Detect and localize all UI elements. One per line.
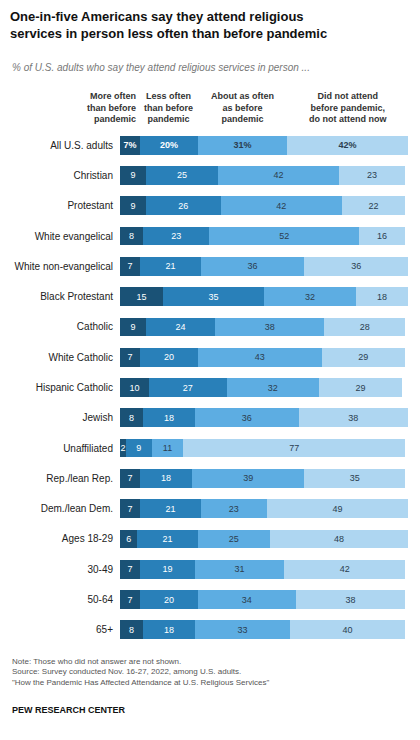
svg-text:27: 27 bbox=[183, 383, 193, 393]
svg-text:Rep./lean Rep.: Rep./lean Rep. bbox=[46, 473, 113, 484]
svg-text:9: 9 bbox=[130, 322, 135, 332]
svg-text:9: 9 bbox=[130, 170, 135, 180]
svg-text:23: 23 bbox=[367, 170, 377, 180]
svg-text:36: 36 bbox=[351, 261, 361, 271]
svg-text:20%: 20% bbox=[160, 140, 178, 150]
svg-text:11: 11 bbox=[163, 443, 172, 453]
svg-text:39: 39 bbox=[243, 473, 253, 483]
svg-text:Hispanic Catholic: Hispanic Catholic bbox=[36, 382, 113, 393]
svg-text:25: 25 bbox=[229, 534, 239, 544]
svg-text:Note: Those who did not answer: Note: Those who did not answer are not s… bbox=[12, 657, 269, 687]
svg-text:7: 7 bbox=[128, 564, 133, 574]
svg-text:42: 42 bbox=[276, 201, 286, 211]
svg-text:White non-evangelical: White non-evangelical bbox=[15, 261, 113, 272]
svg-text:Christian: Christian bbox=[74, 170, 113, 181]
svg-text:23: 23 bbox=[229, 504, 239, 514]
svg-text:7: 7 bbox=[128, 504, 133, 514]
svg-text:Ages 18-29: Ages 18-29 bbox=[62, 533, 114, 544]
svg-text:33: 33 bbox=[237, 625, 247, 635]
svg-text:42%: 42% bbox=[339, 140, 357, 150]
svg-text:26: 26 bbox=[178, 201, 188, 211]
svg-text:7: 7 bbox=[128, 595, 133, 605]
svg-text:% of U.S. adults who say they: % of U.S. adults who say they attend rel… bbox=[12, 62, 310, 73]
svg-text:6: 6 bbox=[126, 534, 131, 544]
svg-text:35: 35 bbox=[209, 292, 219, 302]
svg-text:Black Protestant: Black Protestant bbox=[40, 291, 113, 302]
svg-text:31: 31 bbox=[235, 564, 245, 574]
svg-text:36: 36 bbox=[242, 413, 252, 423]
svg-text:65+: 65+ bbox=[96, 624, 113, 635]
svg-text:All U.S. adults: All U.S. adults bbox=[50, 140, 113, 151]
svg-text:18: 18 bbox=[164, 625, 174, 635]
svg-text:7: 7 bbox=[128, 473, 133, 483]
svg-text:34: 34 bbox=[242, 595, 252, 605]
svg-text:32: 32 bbox=[268, 383, 278, 393]
svg-text:More oftenthan beforepandemic: More oftenthan beforepandemic bbox=[87, 91, 136, 124]
svg-text:48: 48 bbox=[334, 534, 344, 544]
svg-text:42: 42 bbox=[273, 170, 283, 180]
svg-text:Less oftenthan beforepandemic: Less oftenthan beforepandemic bbox=[144, 91, 193, 124]
svg-text:31%: 31% bbox=[233, 140, 251, 150]
svg-text:9: 9 bbox=[130, 201, 135, 211]
svg-text:Dem./lean Dem.: Dem./lean Dem. bbox=[41, 503, 113, 514]
svg-text:Jewish: Jewish bbox=[82, 412, 113, 423]
svg-text:Catholic: Catholic bbox=[77, 321, 113, 332]
svg-text:18: 18 bbox=[377, 292, 387, 302]
svg-text:38: 38 bbox=[345, 595, 355, 605]
svg-text:White evangelical: White evangelical bbox=[35, 231, 113, 242]
svg-text:50-64: 50-64 bbox=[87, 594, 113, 605]
svg-text:77: 77 bbox=[289, 443, 299, 453]
svg-text:35: 35 bbox=[350, 473, 360, 483]
svg-text:2: 2 bbox=[120, 443, 125, 453]
svg-text:29: 29 bbox=[355, 383, 365, 393]
svg-text:18: 18 bbox=[164, 413, 174, 423]
svg-text:22: 22 bbox=[368, 201, 378, 211]
svg-text:10: 10 bbox=[129, 383, 139, 393]
svg-text:40: 40 bbox=[343, 625, 353, 635]
svg-text:52: 52 bbox=[279, 231, 289, 241]
svg-text:38: 38 bbox=[348, 413, 358, 423]
svg-text:42: 42 bbox=[340, 564, 350, 574]
svg-text:30-49: 30-49 bbox=[87, 564, 113, 575]
svg-text:7%: 7% bbox=[124, 140, 137, 150]
svg-text:8: 8 bbox=[129, 231, 134, 241]
svg-text:Unaffiliated: Unaffiliated bbox=[63, 443, 113, 454]
svg-text:21: 21 bbox=[165, 504, 175, 514]
svg-text:49: 49 bbox=[332, 504, 342, 514]
svg-text:24: 24 bbox=[175, 322, 185, 332]
svg-text:18: 18 bbox=[161, 473, 171, 483]
svg-text:PEW RESEARCH CENTER: PEW RESEARCH CENTER bbox=[12, 705, 126, 715]
svg-text:20: 20 bbox=[164, 595, 174, 605]
svg-text:Protestant: Protestant bbox=[67, 200, 113, 211]
svg-text:8: 8 bbox=[129, 413, 134, 423]
svg-text:21: 21 bbox=[165, 261, 175, 271]
svg-text:9: 9 bbox=[136, 443, 141, 453]
svg-text:19: 19 bbox=[163, 564, 173, 574]
svg-text:16: 16 bbox=[377, 231, 387, 241]
svg-text:15: 15 bbox=[137, 292, 147, 302]
svg-text:7: 7 bbox=[128, 261, 133, 271]
svg-text:32: 32 bbox=[305, 292, 315, 302]
svg-text:White Catholic: White Catholic bbox=[49, 352, 113, 363]
svg-text:One-in-five Americans say they: One-in-five Americans say they attend re… bbox=[10, 9, 327, 41]
svg-text:28: 28 bbox=[360, 322, 370, 332]
svg-text:25: 25 bbox=[177, 170, 187, 180]
svg-text:38: 38 bbox=[265, 322, 275, 332]
svg-text:20: 20 bbox=[164, 352, 174, 362]
svg-text:43: 43 bbox=[255, 352, 265, 362]
svg-text:7: 7 bbox=[128, 352, 133, 362]
svg-text:About as oftenas beforepandemi: About as oftenas beforepandemic bbox=[211, 91, 274, 124]
svg-text:36: 36 bbox=[247, 261, 257, 271]
svg-text:29: 29 bbox=[358, 352, 368, 362]
svg-text:Did not attendbefore pandemic,: Did not attendbefore pandemic,do not att… bbox=[309, 91, 387, 124]
svg-text:23: 23 bbox=[171, 231, 181, 241]
svg-text:8: 8 bbox=[129, 625, 134, 635]
svg-text:21: 21 bbox=[163, 534, 173, 544]
